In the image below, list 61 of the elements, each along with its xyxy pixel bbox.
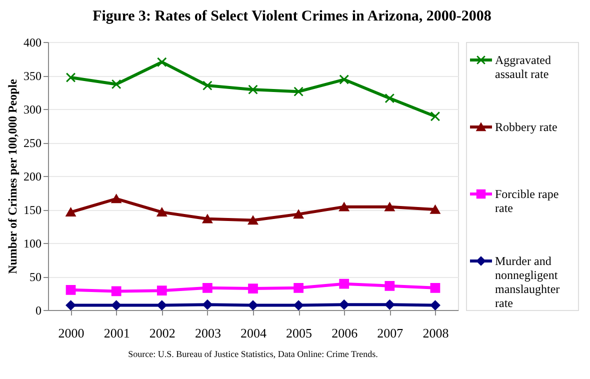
x-tick-label: 2001 [104, 326, 130, 340]
point [339, 278, 350, 289]
point [248, 216, 258, 225]
y-tick-label: 0 [36, 304, 42, 318]
y-tick-label: 300 [24, 102, 42, 116]
point [384, 93, 395, 104]
y-tick-label: 400 [24, 36, 42, 50]
legend-label: Aggravated assault rate [495, 53, 551, 81]
x-tick-label: 2007 [377, 326, 404, 340]
y-tick-label: 100 [24, 236, 42, 250]
point [294, 86, 304, 97]
point [430, 282, 440, 293]
point [248, 300, 258, 310]
source-note: Source: U.S. Bureau of Justice Statistics, Data Online: Crime Trends. [128, 349, 378, 359]
x-tick-label: 2000 [58, 326, 84, 340]
point [339, 202, 350, 212]
point [248, 284, 258, 294]
point [202, 282, 212, 293]
point [384, 300, 395, 310]
legend-label: Murder and nonnegligent manslaughter rate [495, 254, 560, 310]
x-tick-label: 2008 [422, 326, 449, 340]
x-tick-label: 2005 [286, 326, 312, 340]
y-tick-label: 200 [24, 170, 42, 184]
point [384, 202, 395, 212]
y-tick-label: 50 [30, 270, 42, 284]
point [111, 194, 122, 204]
y-tick-label: 350 [24, 69, 42, 83]
x-tick-label: 2004 [240, 326, 267, 340]
point [430, 205, 440, 214]
chart-title: Figure 3: Rates of Select Violent Crimes in Arizona, 2000-2008 [92, 8, 492, 24]
point [66, 284, 76, 295]
y-tick-label: 250 [24, 136, 42, 150]
x-tick-label: 2003 [194, 326, 221, 340]
x-tick-label: 2002 [149, 326, 176, 340]
point [156, 208, 167, 217]
point [156, 57, 167, 68]
point [430, 300, 440, 310]
point [339, 74, 350, 84]
y-axis-title: Number of Crimes per 100,000 People [6, 78, 20, 274]
point [202, 214, 212, 224]
point [202, 300, 212, 310]
point [156, 300, 167, 310]
point [156, 286, 167, 296]
point [111, 79, 122, 90]
point [248, 84, 258, 95]
point [430, 111, 440, 122]
point [202, 80, 212, 90]
point [111, 286, 122, 296]
legend-label: Forcible rape rate [495, 187, 559, 215]
point [111, 300, 122, 310]
point [66, 300, 76, 310]
point [66, 208, 76, 217]
legend-label: Robbery rate [495, 120, 558, 134]
x-tick-label: 2006 [332, 326, 358, 340]
point [384, 280, 395, 291]
y-tick-label: 150 [24, 203, 42, 217]
point [294, 210, 304, 219]
point [294, 282, 304, 293]
point [294, 300, 304, 310]
point [66, 72, 76, 82]
point [339, 300, 350, 310]
